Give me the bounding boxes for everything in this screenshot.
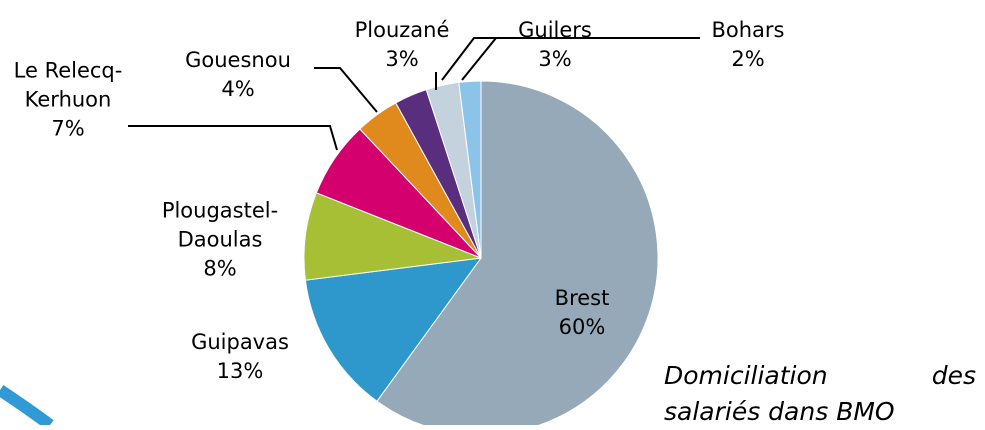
pie — [303, 80, 659, 425]
value-label: 60% — [558, 315, 606, 339]
pie-slice — [304, 257, 483, 402]
leader-line — [461, 37, 700, 81]
category-label: Guipavas — [191, 330, 289, 354]
value-label: 2% — [731, 47, 765, 71]
chart-title: Domiciliation des salariés dans BMO — [664, 361, 976, 426]
slice-label: Le Relecq-Kerhuon 7% — [13, 57, 123, 144]
category-label: Bohars — [711, 18, 785, 42]
value-label: 3% — [538, 47, 572, 71]
slice-label: Plougastel-Daoulas 8% — [135, 197, 305, 284]
value-label: 7% — [51, 116, 85, 141]
category-label: Plougastel-Daoulas — [161, 198, 279, 252]
category-label: Guilers — [518, 18, 592, 42]
pie-slice — [376, 80, 659, 425]
value-label: 13% — [216, 359, 264, 383]
category-label: Plouzané — [354, 18, 450, 42]
category-label: Le Relecq-Kerhuon — [13, 58, 123, 112]
slice-label: Guilers 3% — [518, 16, 592, 74]
leader-line — [441, 37, 500, 81]
category-label: Gouesnou — [185, 48, 291, 72]
decoration — [0, 385, 54, 425]
pie-slice — [458, 80, 482, 259]
slice-label: Bohars 2% — [711, 16, 784, 74]
slice-label: Plouzané 3% — [355, 16, 450, 74]
leader-lines — [128, 37, 700, 151]
value-label: 3% — [385, 47, 419, 71]
pie-slice — [303, 192, 482, 281]
slice-label: Brest 60% — [555, 284, 610, 342]
leader-line — [128, 125, 338, 151]
slice-label: Gouesnou 4% — [185, 46, 291, 104]
leader-line — [314, 67, 378, 113]
value-label: 8% — [203, 256, 237, 281]
category-label: Brest — [554, 286, 610, 310]
value-label: 4% — [221, 77, 255, 101]
slice-label: Guipavas 13% — [191, 328, 289, 386]
